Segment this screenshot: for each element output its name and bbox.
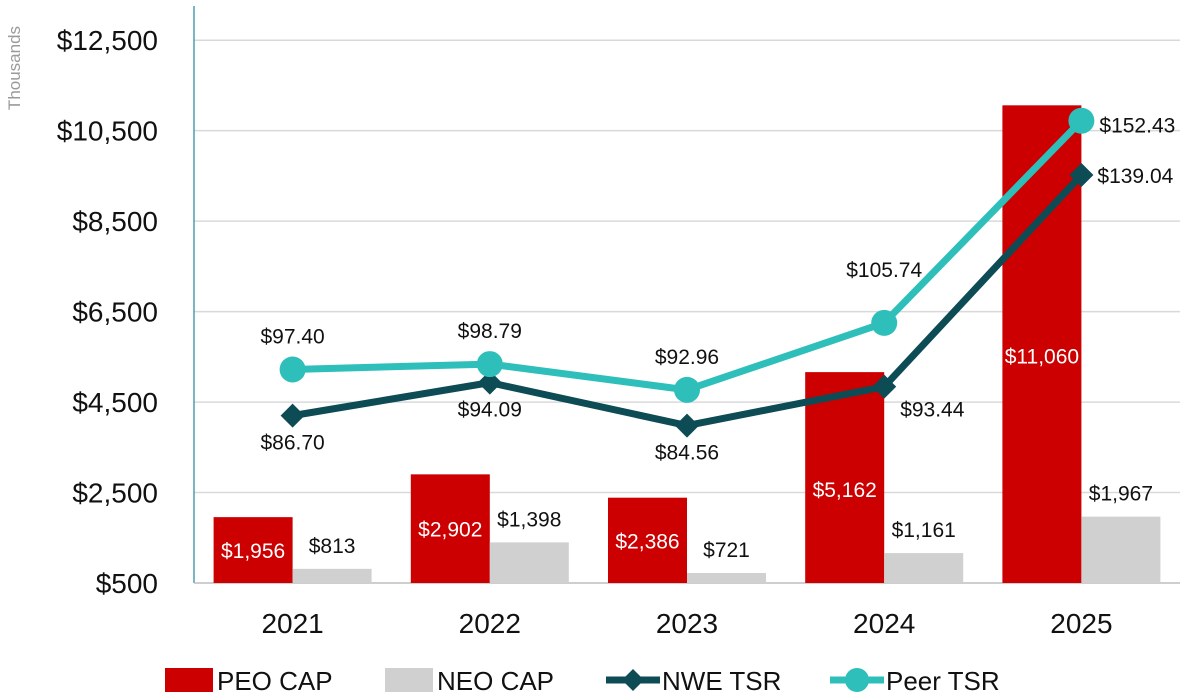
- legend-marker-nwe-tsr: [622, 669, 644, 691]
- bar-neo-cap-2022: [489, 542, 569, 583]
- marker-peer-tsr-2022: [476, 351, 503, 378]
- marker-peer-tsr-2025: [1068, 107, 1095, 134]
- data-label-peo-cap-2025: $11,060: [1005, 345, 1079, 368]
- x-tick-2023: 2023: [656, 608, 718, 639]
- legend-label-neo-cap: NEO CAP: [437, 666, 554, 696]
- bars: $1,956 $813 $2,902 $1,398 $2,386 $721 $5,162 $1…: [213, 105, 1161, 583]
- data-label-peer-tsr-2022: $98.79: [458, 320, 522, 343]
- y-tick-10500: $10,500: [57, 116, 158, 147]
- legend-label-peo-cap: PEO CAP: [217, 666, 333, 696]
- y-tick-6500: $6,500: [72, 297, 158, 328]
- legend: PEO CAP NEO CAP NWE TSR Peer TSR: [165, 666, 1000, 696]
- y-tick-labels: $500 $2,500 $4,500 $6,500 $8,500 $10,500 $12,5…: [57, 25, 158, 599]
- bar-peo-cap-2023: [608, 497, 687, 583]
- marker-nwe-tsr-2022: [477, 370, 502, 395]
- bar-neo-cap-2025: [1081, 516, 1161, 583]
- data-label-peo-cap-2022: $2,902: [418, 519, 482, 542]
- legend-swatch-peo-cap: [165, 668, 213, 692]
- y-tick-8500: $8,500: [72, 206, 158, 237]
- data-label-peer-tsr-2021: $97.40: [260, 325, 324, 348]
- bar-neo-cap-2024: [884, 553, 964, 583]
- data-label-nwe-tsr-2025: $139.04: [1097, 165, 1173, 188]
- legend-swatch-neo-cap: [385, 668, 433, 692]
- y-tick-500: $500: [96, 568, 158, 599]
- bar-peo-cap-2024: [805, 372, 885, 583]
- y-tick-12500: $12,500: [57, 25, 158, 56]
- bar-neo-cap-2021: [292, 568, 372, 583]
- marker-peer-tsr-2023: [674, 376, 700, 403]
- marker-nwe-tsr-2024: [872, 374, 897, 399]
- data-label-nwe-tsr-2023: $84.56: [655, 442, 719, 465]
- bar-peo-cap-2021: [213, 517, 293, 583]
- data-label-neo-cap-2024: $1,161: [892, 519, 956, 542]
- marker-peer-tsr-2024: [871, 309, 898, 336]
- y-tick-4500: $4,500: [72, 387, 158, 418]
- data-label-peer-tsr-2024: $105.74: [846, 259, 922, 282]
- data-label-nwe-tsr-2021: $86.70: [260, 432, 324, 455]
- x-tick-2025: 2025: [1050, 608, 1112, 639]
- legend-label-nwe-tsr: NWE TSR: [662, 666, 781, 696]
- x-tick-2022: 2022: [459, 608, 521, 639]
- bar-peo-cap-2022: [410, 474, 490, 583]
- data-label-peer-tsr-2023: $92.96: [655, 346, 719, 369]
- data-label-neo-cap-2021: $813: [309, 535, 356, 558]
- data-label-neo-cap-2022: $1,398: [497, 508, 561, 531]
- marker-peer-tsr-2021: [279, 356, 306, 383]
- bar-neo-cap-2023: [687, 573, 766, 583]
- data-label-neo-cap-2023: $721: [703, 539, 750, 562]
- data-label-peer-tsr-2025: $152.43: [1099, 115, 1175, 138]
- x-tick-labels: 2021 2022 2023 2024 2025: [261, 608, 1112, 639]
- data-label-peo-cap-2024: $5,162: [813, 479, 877, 502]
- lines: $86.70 $94.09 $84.56 $93.44 $139.04 $97.40 $98…: [260, 107, 1175, 465]
- data-label-peo-cap-2021: $1,956: [221, 540, 285, 563]
- data-label-nwe-tsr-2024: $93.44: [900, 399, 965, 422]
- data-label-peo-cap-2023: $2,386: [615, 530, 679, 553]
- bar-peo-cap-2025: [1002, 105, 1082, 583]
- marker-nwe-tsr-2023: [675, 413, 699, 438]
- y-tick-2500: $2,500: [72, 478, 158, 509]
- marker-nwe-tsr-2021: [280, 403, 305, 428]
- x-tick-2024: 2024: [853, 608, 915, 639]
- data-label-nwe-tsr-2022: $94.09: [458, 399, 522, 422]
- marker-nwe-tsr-2025: [1069, 162, 1094, 187]
- x-tick-2021: 2021: [261, 608, 323, 639]
- data-label-neo-cap-2025: $1,967: [1089, 483, 1153, 506]
- legend-label-peer-tsr: Peer TSR: [886, 666, 1000, 696]
- legend-marker-peer-tsr: [845, 668, 869, 692]
- unit-label: Thousands: [5, 26, 24, 110]
